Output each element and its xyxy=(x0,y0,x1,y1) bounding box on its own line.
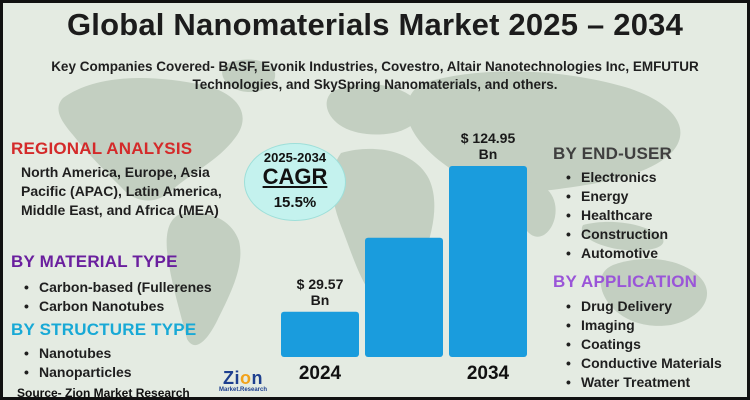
structure-type-list: Nanotubes Nanoparticles xyxy=(21,344,132,382)
end-user-item: Automotive xyxy=(563,244,668,263)
cagr-label: CAGR xyxy=(262,164,328,189)
application-item: Imaging xyxy=(563,316,722,335)
end-user-item: Healthcare xyxy=(563,206,668,225)
cagr-value: 15.5% xyxy=(273,194,317,211)
end-user-item: Energy xyxy=(563,187,668,206)
structure-type-item: Nanoparticles xyxy=(21,363,132,382)
regional-analysis-heading: REGIONAL ANALYSIS xyxy=(11,139,193,158)
application-item: Drug Delivery xyxy=(563,297,722,316)
application-item: Water Treatment xyxy=(563,373,722,392)
regional-analysis-text: North America, Europe, Asia Pacific (APA… xyxy=(21,164,222,218)
application-heading: BY APPLICATION xyxy=(553,272,698,291)
material-type-item: Carbon-based (Fullerenes xyxy=(21,278,212,297)
bar-value-label: $ 29.57 Bn xyxy=(296,275,344,308)
structure-type-item: Nanotubes xyxy=(21,344,132,363)
bar-value-label: $ 124.95 Bn xyxy=(460,130,516,162)
end-user-item: Electronics xyxy=(563,168,668,187)
zion-logo-wordmark: Zion xyxy=(223,368,263,388)
material-type-list: Carbon-based (Fullerenes Carbon Nanotube… xyxy=(21,278,212,316)
application-list: Drug Delivery Imaging Coatings Conductiv… xyxy=(563,297,722,392)
map-north-america xyxy=(58,78,243,201)
map-south-asia xyxy=(516,182,556,237)
map-europe xyxy=(326,84,421,135)
source-note: Source- Zion Market Research xyxy=(17,386,190,400)
material-type-heading: BY MATERIAL TYPE xyxy=(11,252,178,271)
map-asia xyxy=(407,71,681,191)
application-item: Conductive Materials xyxy=(563,354,722,373)
cagr-badge: 2025-2034 CAGR 15.5% xyxy=(244,143,346,221)
material-type-item: Carbon Nanotubes xyxy=(21,297,212,316)
bar-category-label: 2024 xyxy=(298,363,342,384)
bar-category-label: 2034 xyxy=(466,363,510,384)
end-user-item: Construction xyxy=(563,225,668,244)
cagr-years: 2025-2034 xyxy=(263,150,327,165)
structure-type-heading: BY STRUCTURE TYPE xyxy=(11,320,197,339)
key-companies-subtitle: Key Companies Covered- BASF, Evonik Indu… xyxy=(51,59,699,92)
map-greenland xyxy=(222,59,276,93)
zion-logo-subtext: Market.Research xyxy=(218,387,268,393)
zion-logo: Zion Market.Research xyxy=(213,368,273,397)
application-item: Coatings xyxy=(563,335,722,354)
end-user-list: Electronics Energy Healthcare Constructi… xyxy=(563,168,668,263)
end-user-heading: BY END-USER xyxy=(553,144,673,163)
page-title: Global Nanomaterials Market 2025 – 2034 xyxy=(66,7,684,42)
